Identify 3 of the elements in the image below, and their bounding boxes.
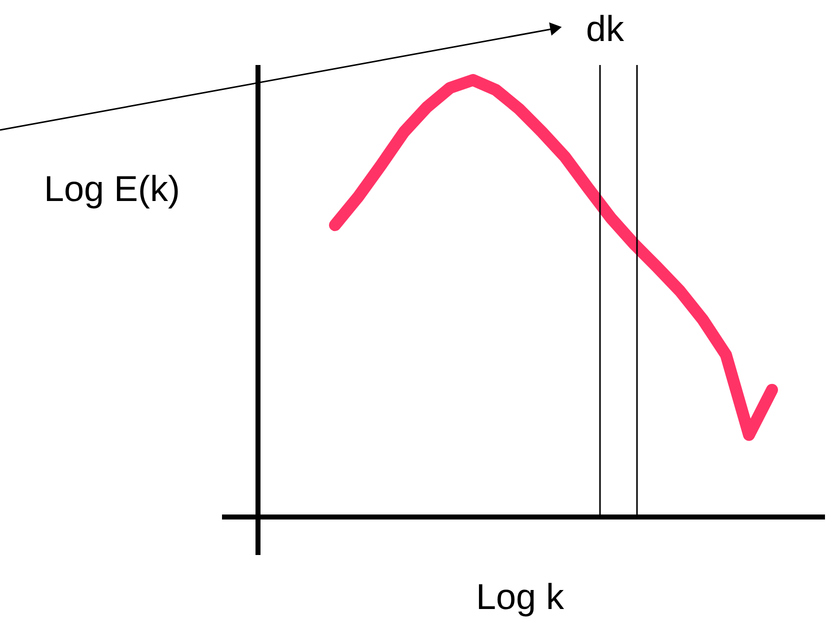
y-axis-title: Log E(k) xyxy=(44,168,180,209)
text: dk xyxy=(586,8,626,49)
x-axis-title: Log k xyxy=(476,576,566,617)
